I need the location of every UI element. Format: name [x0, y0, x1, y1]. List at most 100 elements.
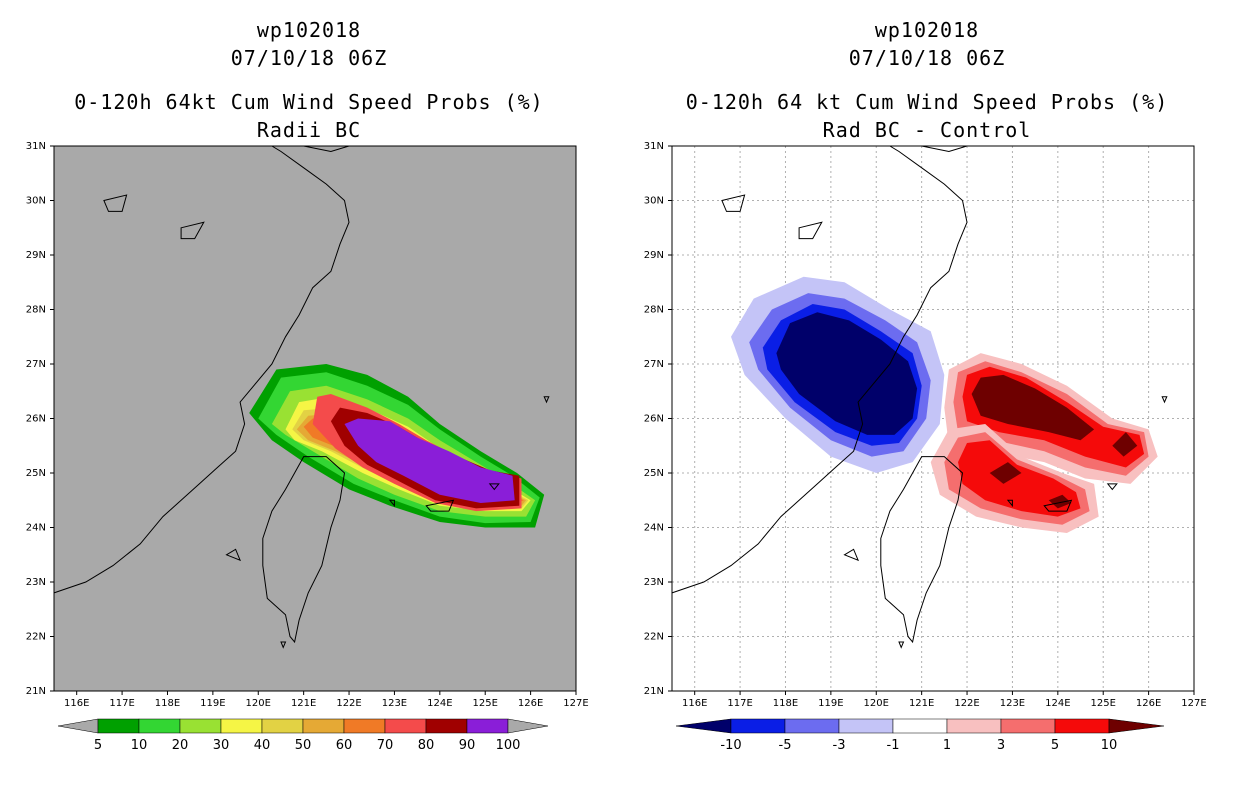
colorbar-swatch	[384, 718, 427, 734]
colorbar-swatch	[838, 718, 894, 734]
coastlines	[53, 145, 550, 649]
colorbar-lower-arrow	[675, 718, 732, 734]
colorbar-swatch	[784, 718, 840, 734]
colorbar-swatch	[179, 718, 222, 734]
colorbar-swatch	[220, 718, 263, 734]
positive-core	[1048, 494, 1072, 509]
island-outline	[388, 499, 395, 508]
plot-title: 0-120h 64 kt Cum Wind Speed Probs (%)	[685, 90, 1169, 114]
difference-contours	[731, 276, 1158, 533]
colorbar-upper-arrow	[1108, 718, 1165, 734]
colorbar-label: 60	[336, 738, 353, 753]
colorbar-label: 1	[943, 738, 951, 753]
lat-label: 29N	[26, 250, 46, 261]
lon-label: 124E	[427, 698, 452, 709]
forecast-datetime: 07/10/18 06Z	[848, 46, 1006, 70]
colorbar-label: 80	[418, 738, 435, 753]
lon-label: 124E	[1045, 698, 1070, 709]
difference-map: 31N 30N 29N 28N 27N 26N 25N 24N 23N 22N 21N 116E 117…	[644, 141, 1207, 753]
colorbar-label: 30	[213, 738, 230, 753]
lat-label: 26N	[26, 414, 46, 425]
lon-label: 117E	[109, 698, 134, 709]
colorbar-swatch	[892, 718, 948, 734]
lon-label: 120E	[864, 698, 889, 709]
colorbar-swatch	[425, 718, 468, 734]
colorbar-label: -3	[833, 738, 846, 753]
lat-label: 23N	[26, 577, 46, 588]
lon-label: 119E	[818, 698, 843, 709]
colorbar-label: 10	[131, 738, 148, 753]
negative-contour-3	[776, 312, 918, 435]
lat-label: 25N	[644, 468, 664, 479]
colorbar-label: 20	[172, 738, 189, 753]
colorbar-swatch	[1000, 718, 1056, 734]
lon-label: 126E	[1136, 698, 1161, 709]
probability-contours	[249, 364, 545, 528]
positive-contour-b2	[958, 440, 1081, 517]
lon-label: 122E	[954, 698, 979, 709]
right-panel: wp102018 07/10/18 06Z 0-120h 64 kt Cum W…	[618, 0, 1236, 800]
lon-label: 126E	[518, 698, 543, 709]
colorbar-swatch	[97, 718, 140, 734]
map-frame	[671, 145, 1195, 692]
lon-label: 116E	[682, 698, 707, 709]
plot-title: 0-120h 64kt Cum Wind Speed Probs (%)	[74, 90, 544, 114]
island-outline	[798, 221, 823, 240]
china-coastline	[671, 145, 968, 594]
positive-core	[1112, 432, 1138, 457]
colorbar-label: 40	[254, 738, 271, 753]
island-outline	[103, 194, 128, 212]
lon-label: 127E	[563, 698, 588, 709]
lat-label: 31N	[644, 141, 664, 152]
island-outline	[488, 483, 500, 491]
colorbar-swatch	[466, 718, 509, 734]
colorbar-label: 3	[997, 738, 1005, 753]
lon-label: 118E	[773, 698, 798, 709]
lat-label: 28N	[644, 305, 664, 316]
lat-label: 25N	[26, 468, 46, 479]
lon-label: 125E	[473, 698, 498, 709]
storm-id: wp102018	[256, 18, 362, 42]
positive-contour-a3	[971, 374, 1095, 441]
taiwan-coastline	[262, 456, 346, 644]
lat-label: 26N	[644, 414, 664, 425]
china-coastline	[53, 145, 350, 594]
colorbar-swatch	[730, 718, 786, 734]
island-outline	[225, 548, 242, 562]
lat-label: 24N	[644, 523, 664, 534]
lat-label: 22N	[26, 632, 46, 643]
lat-label: 30N	[26, 196, 46, 207]
colorbar-label: 5	[94, 738, 102, 753]
colorbar-label: 90	[459, 738, 476, 753]
island-outline	[721, 194, 746, 212]
storm-id: wp102018	[874, 18, 980, 42]
colorbar-swatch	[946, 718, 1002, 734]
lon-label: 125E	[1091, 698, 1116, 709]
yangtze-estuary	[921, 145, 968, 153]
island-outline	[898, 641, 905, 649]
island-outline	[1043, 499, 1073, 512]
lon-label: 118E	[155, 698, 180, 709]
colorbar-lower-arrow	[57, 718, 99, 734]
colorbar: 5 10 20 30 40 50 60 70 80 90 100	[57, 718, 549, 753]
lat-label: 21N	[644, 686, 664, 697]
yangtze-estuary	[303, 145, 350, 153]
colorbar-swatch	[343, 718, 386, 734]
colorbar-label: -10	[720, 738, 741, 753]
colorbar-label: 70	[377, 738, 394, 753]
colorbar-label: 100	[496, 738, 521, 753]
island-outline	[843, 548, 860, 562]
island-outline	[1106, 483, 1118, 491]
lat-label: 28N	[26, 305, 46, 316]
lon-label: 120E	[246, 698, 271, 709]
colorbar-label: 5	[1051, 738, 1059, 753]
island-outline	[1161, 396, 1168, 404]
coastlines	[671, 145, 1168, 649]
colorbar-swatch	[302, 718, 345, 734]
lon-label: 122E	[336, 698, 361, 709]
lon-label: 119E	[200, 698, 225, 709]
island-outline	[180, 221, 205, 240]
colorbar: -10 -5 -3 -1 1 3 5 10	[675, 718, 1165, 753]
island-outline	[425, 499, 455, 512]
lat-label: 30N	[644, 196, 664, 207]
